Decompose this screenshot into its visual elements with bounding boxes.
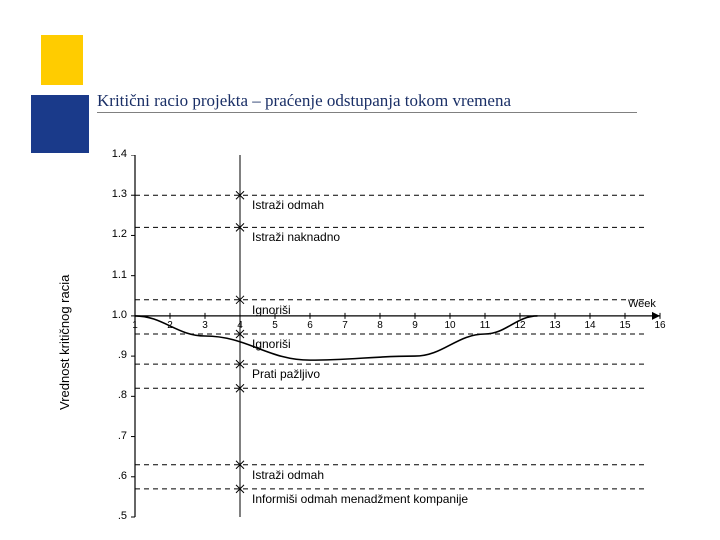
x-tick-label: 4 — [230, 320, 250, 331]
x-tick-label: 6 — [300, 320, 320, 331]
x-tick-label: 3 — [195, 320, 215, 331]
chart-svg — [105, 155, 675, 535]
x-tick-label: 13 — [545, 320, 565, 331]
threshold-label: Ignoriši — [252, 337, 291, 351]
y-tick-label: 1.2 — [107, 228, 127, 240]
title-underline — [97, 112, 637, 113]
x-tick-label: 11 — [475, 320, 495, 331]
x-tick-label: 2 — [160, 320, 180, 331]
x-tick-label: 15 — [615, 320, 635, 331]
threshold-label: Ignoriši — [252, 303, 291, 317]
x-tick-label: 7 — [335, 320, 355, 331]
x-axis-end-label: Week — [628, 298, 656, 310]
y-tick-label: 1.3 — [107, 188, 127, 200]
x-tick-label: 1 — [125, 320, 145, 331]
x-tick-label: 14 — [580, 320, 600, 331]
x-tick-label: 12 — [510, 320, 530, 331]
decor-yellow-block — [41, 35, 83, 85]
threshold-label: Istraži odmah — [252, 468, 324, 482]
y-tick-label: 1.1 — [107, 269, 127, 281]
y-tick-label: .7 — [107, 430, 127, 442]
x-tick-label: 8 — [370, 320, 390, 331]
threshold-label: Prati pažljivo — [252, 367, 320, 381]
y-tick-label: .5 — [107, 510, 127, 522]
threshold-label: Informiši odmah menadžment kompanije — [252, 492, 468, 506]
x-tick-label: 16 — [650, 320, 670, 331]
page-title: Kritični racio projekta – praćenje odstu… — [97, 91, 511, 111]
y-tick-label: .8 — [107, 389, 127, 401]
y-axis-label: Vrednost kritičnog racia — [57, 275, 72, 410]
y-tick-label: 1.4 — [107, 148, 127, 160]
x-tick-label: 10 — [440, 320, 460, 331]
threshold-label: Istraži naknadno — [252, 230, 340, 244]
y-tick-label: .9 — [107, 349, 127, 361]
y-tick-label: .6 — [107, 470, 127, 482]
decor-blue-block — [31, 95, 89, 153]
threshold-label: Istraži odmah — [252, 198, 324, 212]
y-tick-label: 1.0 — [107, 309, 127, 321]
chart-container: Vrednost kritičnog racia .5.6.7.8.91.01.… — [105, 155, 675, 535]
x-tick-label: 5 — [265, 320, 285, 331]
x-tick-label: 9 — [405, 320, 425, 331]
